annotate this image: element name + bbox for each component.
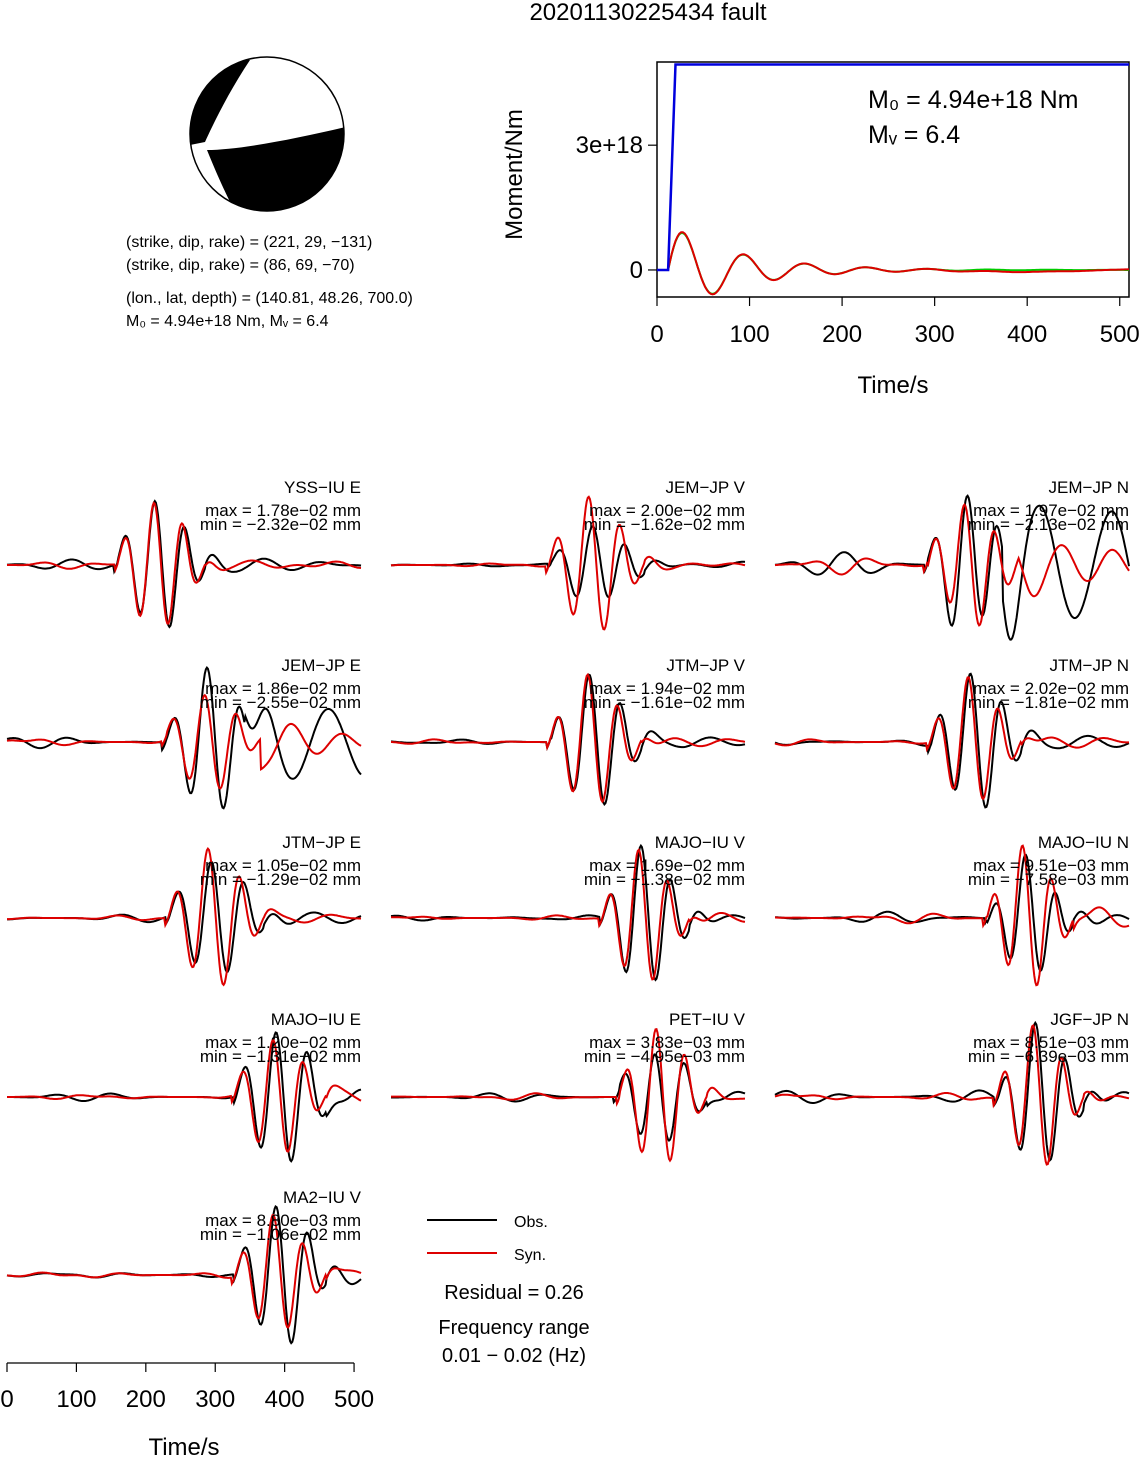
- time-axis-tick-label: 0: [0, 1386, 13, 1413]
- synthetic-waveform: [7, 847, 361, 987]
- station-max-amplitude: max = 1.05e−02 mm: [205, 856, 361, 875]
- station-min-amplitude: min = −2.55e−02 mm: [200, 693, 361, 712]
- moment-rate-curve-green: [657, 231, 1129, 295]
- moment-magnitude-annotation: Mᵥ = 6.4: [868, 121, 960, 149]
- moment-x-tick-label: 300: [915, 321, 955, 348]
- moment-rate-curve-red: [657, 231, 1130, 296]
- time-axis-label: Time/s: [148, 1434, 219, 1458]
- moment-y-axis-label: Moment/Nm: [501, 109, 528, 240]
- moment-x-tick-label: 0: [650, 321, 663, 348]
- moment-y-tick-label: 3e+18: [576, 132, 643, 159]
- station-max-amplitude: max = 1.94e−02 mm: [589, 679, 745, 698]
- station-label: MAJO−IU E: [271, 1010, 361, 1029]
- station-min-amplitude: min = −1.81e−02 mm: [968, 693, 1129, 712]
- synthetic-waveform: [390, 495, 746, 631]
- synthetic-waveform: [774, 1023, 1130, 1166]
- station-label: JEM−JP V: [665, 478, 745, 497]
- station-label: JTM−JP N: [1049, 656, 1129, 675]
- waveform-time-axis: 0 100 200 300 400 500 Time/s: [0, 1362, 374, 1458]
- station-min-amplitude: min = −1.62e−02 mm: [584, 515, 745, 534]
- moment-x-tick-label: 200: [822, 321, 862, 348]
- observed-waveform: [774, 494, 1130, 641]
- synthetic-waveform: [7, 1039, 362, 1153]
- cumulative-moment-curve: [657, 63, 1129, 272]
- moment-plot-frame: [656, 61, 1130, 298]
- station-label: JTM−JP E: [282, 833, 361, 852]
- station-max-amplitude: max = 1.69e−02 mm: [589, 856, 745, 875]
- moment-x-tick-label: 100: [730, 321, 770, 348]
- station-max-amplitude: max = 2.02e−02 mm: [973, 679, 1129, 698]
- station-min-amplitude: min = −2.13e−02 mm: [968, 515, 1129, 534]
- time-axis-tick-label: 100: [56, 1386, 96, 1413]
- station-label: MA2−IU V: [283, 1188, 362, 1207]
- observed-waveform: [774, 1020, 1130, 1162]
- station-max-amplitude: max = 3.83e−03 mm: [589, 1033, 745, 1052]
- synthetic-waveform: [7, 501, 362, 625]
- synthetic-waveform: [774, 676, 1129, 801]
- station-max-amplitude: max = 1.20e−02 mm: [205, 1033, 361, 1052]
- moment-function-chart: 0 100 200 300 400 500 0 3e+18 Time/s Moment/Nm M₀ …: [501, 61, 1140, 399]
- time-axis-tick-label: 400: [265, 1386, 305, 1413]
- station-label: JGF−JP N: [1050, 1010, 1129, 1029]
- frequency-range-label: Frequency range: [438, 1317, 589, 1339]
- synthetic-waveform: [6, 1213, 362, 1329]
- station-label: JEM−JP E: [281, 656, 361, 675]
- synthetic-waveform: [391, 672, 746, 804]
- station-max-amplitude: max = 1.78e−02 mm: [205, 501, 361, 520]
- frequency-range-value: 0.01 − 0.02 (Hz): [442, 1345, 586, 1367]
- legend: Obs. Syn.: [427, 1214, 548, 1264]
- synthetic-waveform: [390, 848, 746, 981]
- time-axis-tick-label: 500: [334, 1386, 374, 1413]
- hypocenter-location: (lon., lat, depth) = (140.81, 48.26, 700…: [126, 290, 413, 307]
- nodal-plane-2: (strike, dip, rake) = (86, 69, −70): [126, 257, 355, 274]
- figure-title: 20201130225434 fault: [529, 0, 766, 26]
- station-label: MAJO−IU V: [655, 833, 746, 852]
- moment-x-axis-label: Time/s: [857, 372, 928, 399]
- station-max-amplitude: max = 1.86e−02 mm: [205, 679, 361, 698]
- station-label: JEM−JP N: [1049, 478, 1129, 497]
- moment-magnitude-summary: M₀ = 4.94e+18 Nm, Mᵥ = 6.4: [126, 313, 329, 330]
- station-min-amplitude: min = −4.95e−03 mm: [584, 1047, 745, 1066]
- station-min-amplitude: min = −1.29e−02 mm: [200, 870, 361, 889]
- station-label: PET−IU V: [669, 1010, 746, 1029]
- time-axis-tick-label: 300: [195, 1386, 235, 1413]
- station-max-amplitude: max = 8.51e−03 mm: [973, 1033, 1129, 1052]
- legend-observed-label: Obs.: [514, 1214, 548, 1231]
- time-axis-tick-label: 200: [126, 1386, 166, 1413]
- station-label: JTM−JP V: [666, 656, 745, 675]
- station-min-amplitude: min = −2.32e−02 mm: [200, 515, 361, 534]
- synthetic-waveform: [391, 1028, 745, 1163]
- station-min-amplitude: min = −7.58e−03 mm: [968, 870, 1129, 889]
- residual-value: Residual = 0.26: [444, 1282, 584, 1304]
- synthetic-waveform: [6, 693, 362, 790]
- station-label: YSS−IU E: [284, 478, 361, 497]
- station-max-amplitude: max = 1.97e−02 mm: [973, 501, 1129, 520]
- station-max-amplitude: max = 9.51e−03 mm: [973, 856, 1129, 875]
- legend-synthetic-label: Syn.: [514, 1247, 546, 1264]
- nodal-plane-1: (strike, dip, rake) = (221, 29, −131): [126, 234, 372, 251]
- seismic-moment-annotation: M₀ = 4.94e+18 Nm: [868, 86, 1079, 114]
- moment-x-tick-label: 500: [1100, 321, 1140, 348]
- moment-y-tick-label: 0: [630, 257, 643, 284]
- station-min-amplitude: min = −1.38e−02 mm: [584, 870, 745, 889]
- beachball: [189, 56, 345, 212]
- station-max-amplitude: max = 2.00e−02 mm: [589, 501, 745, 520]
- station-min-amplitude: min = −1.31e−02 mm: [200, 1047, 361, 1066]
- station-max-amplitude: max = 8.80e−03 mm: [205, 1211, 361, 1230]
- station-min-amplitude: min = −6.39e−03 mm: [968, 1047, 1129, 1066]
- station-min-amplitude: min = −1.06e−02 mm: [200, 1225, 361, 1244]
- moment-x-tick-label: 400: [1007, 321, 1047, 348]
- observed-waveform: [390, 843, 746, 982]
- synthetic-waveform: [775, 844, 1130, 987]
- station-min-amplitude: min = −1.61e−02 mm: [584, 693, 745, 712]
- station-label: MAJO−IU N: [1038, 833, 1129, 852]
- synthetic-waveform: [774, 502, 1130, 627]
